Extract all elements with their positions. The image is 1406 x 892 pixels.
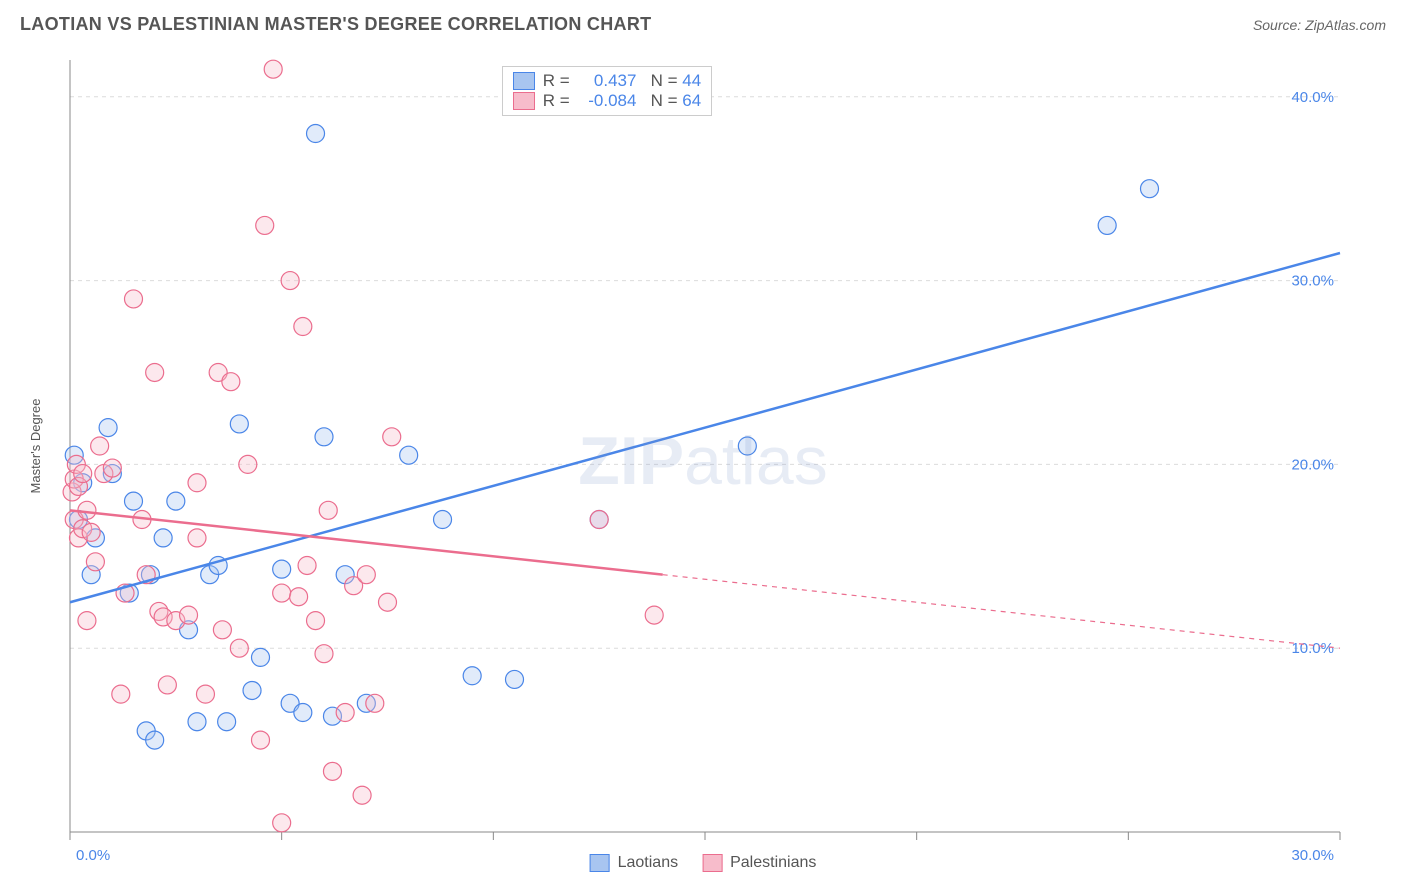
svg-text:Master's Degree: Master's Degree	[28, 399, 43, 494]
series-legend: Laotians Palestinians	[590, 854, 817, 872]
svg-text:40.0%: 40.0%	[1291, 89, 1334, 106]
legend-label: Laotians	[618, 854, 679, 872]
legend-stats: R = 0.437 N = 44	[543, 71, 701, 91]
legend-stats: R = -0.084 N = 64	[543, 91, 701, 111]
correlation-legend: R = 0.437 N = 44R = -0.084 N = 64	[502, 66, 712, 116]
chart-title: LAOTIAN VS PALESTINIAN MASTER'S DEGREE C…	[20, 14, 651, 35]
chart-container: 0.0% 30.0% 10.0% 20.0% 30.0% 40.0% Master's De…	[20, 50, 1386, 872]
legend-row: R = -0.084 N = 64	[513, 91, 701, 111]
legend-swatch	[513, 92, 535, 110]
legend-swatch	[590, 854, 610, 872]
source-label: Source:	[1253, 17, 1305, 33]
legend-swatch	[513, 72, 535, 90]
svg-text:20.0%: 20.0%	[1291, 456, 1334, 473]
legend-row: R = 0.437 N = 44	[513, 71, 701, 91]
svg-text:30.0%: 30.0%	[1291, 847, 1334, 864]
source-name: ZipAtlas.com	[1305, 17, 1386, 33]
legend-item: Palestinians	[702, 854, 816, 872]
legend-label: Palestinians	[730, 854, 816, 872]
chart-header: LAOTIAN VS PALESTINIAN MASTER'S DEGREE C…	[0, 0, 1406, 39]
svg-text:0.0%: 0.0%	[76, 847, 110, 864]
scatter-chart: 0.0% 30.0% 10.0% 20.0% 30.0% 40.0% Master's De…	[20, 50, 1386, 872]
svg-text:10.0%: 10.0%	[1291, 640, 1334, 657]
source-credit: Source: ZipAtlas.com	[1253, 17, 1386, 33]
legend-item: Laotians	[590, 854, 679, 872]
svg-text:30.0%: 30.0%	[1291, 273, 1334, 290]
legend-swatch	[702, 854, 722, 872]
